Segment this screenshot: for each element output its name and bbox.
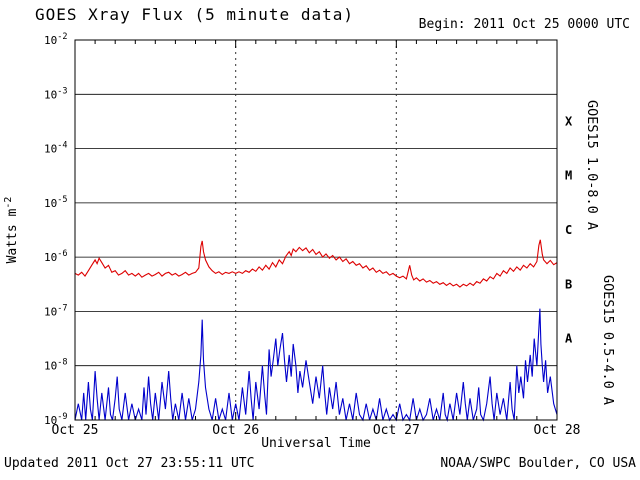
- source-attribution: NOAA/SWPC Boulder, CO USA: [440, 456, 636, 471]
- x-tick-label-oct-26: Oct 26: [212, 423, 259, 438]
- chart-title: GOES Xray Flux (5 minute data): [35, 5, 354, 24]
- y-tick-label-1e-5: 10-5: [44, 195, 68, 210]
- updated-timestamp: Updated 2011 Oct 27 23:55:11 UTC: [4, 456, 254, 471]
- flare-class-label-x: X: [565, 114, 573, 128]
- flare-class-label-m: M: [565, 169, 572, 183]
- series-line-short-0.5-4.0A: [74, 308, 558, 423]
- series-label-long-wavelength: GOES15 1.0-8.0 A: [584, 100, 600, 230]
- flare-class-label-b: B: [565, 277, 572, 291]
- x-axis-title: Universal Time: [261, 436, 371, 451]
- y-tick-label-1e-6: 10-6: [44, 249, 68, 264]
- series-line-long-1.0-8.0A: [74, 239, 558, 288]
- x-tick-label-oct-27: Oct 27: [373, 423, 420, 438]
- x-tick-label-oct-25: Oct 25: [52, 423, 99, 438]
- y-axis-title: Watts m-2: [3, 197, 20, 264]
- y-tick-label-1e-4: 10-4: [44, 141, 68, 156]
- y-tick-label-1e-7: 10-7: [44, 303, 68, 318]
- y-tick-label-1e-9: 10-9: [44, 412, 68, 427]
- flare-class-label-a: A: [565, 332, 573, 346]
- begin-timestamp: Begin: 2011 Oct 25 0000 UTC: [419, 17, 630, 32]
- plot-layers: Oct 25 Oct 26 Oct 27 Oct 28 10-2 10-3 10-4 10-5…: [3, 32, 580, 438]
- x-tick-label-oct-28: Oct 28: [534, 423, 581, 438]
- series-label-short-wavelength: GOES15 0.5-4.0 A: [600, 275, 616, 405]
- y-tick-label-1e-3: 10-3: [44, 86, 68, 101]
- flare-class-label-c: C: [565, 223, 572, 237]
- y-tick-label-1e-8: 10-8: [44, 358, 68, 373]
- y-tick-label-1e-2: 10-2: [44, 32, 68, 47]
- plot-area: [75, 40, 557, 420]
